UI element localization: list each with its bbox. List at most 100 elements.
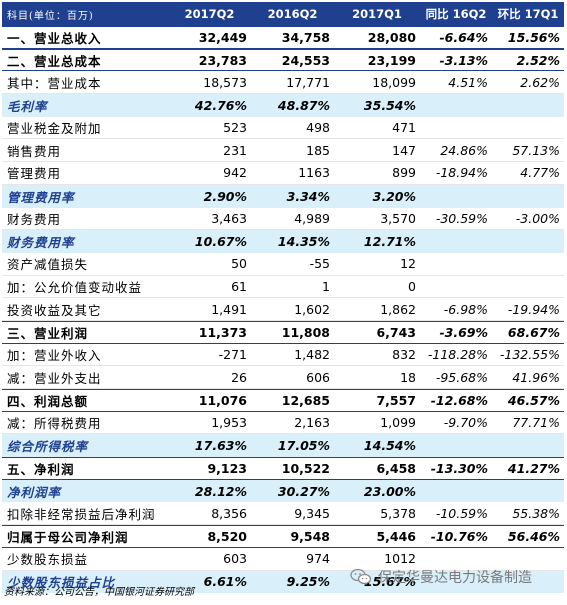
row-label: 归属于母公司净利润 — [7, 529, 129, 545]
header-qoq: 环比 17Q1 — [497, 7, 559, 21]
value-2017q1: 12.71% — [363, 234, 416, 250]
value-qoq: 57.13% — [512, 142, 560, 158]
value-2016q2: 48.87% — [277, 97, 330, 113]
row-label: 减：所得税费用 — [7, 416, 102, 432]
row-label: 三、营业利润 — [7, 325, 89, 341]
table-row: 财务费用 3,463 4,989 3,570 -30.59% -3.00% — [2, 208, 564, 231]
value-yoy: 4.51% — [448, 74, 488, 90]
value-yoy: -6.64% — [439, 29, 488, 45]
value-qoq: 77.71% — [512, 415, 560, 431]
value-2017q1: 5,446 — [376, 528, 416, 544]
table-row: 归属于母公司净利润 8,520 9,548 5,446 -10.76% 56.46% — [2, 525, 564, 548]
header-yoy: 同比 16Q2 — [425, 7, 487, 21]
value-2017q1: 35.54% — [363, 97, 416, 113]
value-qoq: -3.00% — [515, 210, 560, 226]
value-yoy: -6.98% — [443, 301, 488, 317]
value-2017q1: 832 — [392, 346, 416, 362]
value-2017q2: 8,520 — [207, 528, 247, 544]
value-2017q1: 0 — [408, 278, 416, 294]
value-2017q1: 18,099 — [372, 74, 416, 90]
value-2016q2: 606 — [306, 369, 330, 385]
value-2017q2: 61 — [231, 278, 247, 294]
table-row: 净利润率 28.12% 30.27% 23.00% — [2, 479, 564, 503]
source-note: 资料来源：公司公告，中国银河证券研究部 — [4, 587, 194, 598]
value-2016q2: 12,685 — [281, 392, 330, 408]
value-2016q2: 185 — [306, 142, 330, 158]
row-label: 加：营业外收入 — [7, 347, 102, 363]
value-2016q2: -55 — [309, 256, 330, 272]
row-label: 投资收益及其它 — [7, 302, 102, 318]
table-body: 一、营业总收入 32,449 34,758 28,080 -6.64% 15.56% 二、营… — [2, 26, 564, 594]
value-2017q2: 50 — [231, 256, 247, 272]
row-label: 营业税金及附加 — [7, 121, 102, 137]
value-2017q2: 11,076 — [198, 392, 247, 408]
row-label: 毛利率 — [7, 98, 48, 114]
wechat-icon — [350, 568, 372, 585]
value-2017q1: 28,080 — [367, 29, 416, 45]
table-row: 营业税金及附加 523 498 471 — [2, 117, 564, 140]
table-row: 三、营业利润 11,373 11,808 6,743 -3.69% 68.67% — [2, 320, 564, 344]
value-2017q2: 23,783 — [198, 52, 247, 68]
header-2017q1: 2017Q1 — [352, 7, 402, 21]
value-2017q2: 11,373 — [198, 324, 247, 340]
row-label: 一、营业总收入 — [7, 30, 102, 46]
value-2016q2: 2,163 — [294, 415, 330, 431]
value-2017q1: 1,099 — [380, 415, 416, 431]
value-qoq: -19.94% — [507, 301, 560, 317]
value-2017q2: 231 — [223, 142, 247, 158]
table-row: 资产减值损失 50 -55 12 — [2, 253, 564, 276]
value-2017q1: 7,557 — [376, 392, 416, 408]
table-row: 四、利润总额 11,076 12,685 7,557 -12.68% 46.57% — [2, 389, 564, 412]
value-yoy: -95.68% — [435, 369, 488, 385]
value-2017q1: 1012 — [384, 551, 416, 567]
value-2017q2: 28.12% — [194, 483, 247, 499]
value-2017q2: 42.76% — [194, 97, 247, 113]
value-2017q1: 12 — [400, 256, 416, 272]
value-qoq: 2.62% — [520, 74, 560, 90]
value-2017q2: 3,463 — [211, 210, 247, 226]
value-yoy: -18.94% — [435, 165, 488, 181]
value-qoq: 68.67% — [507, 324, 560, 340]
row-label: 少数股东损益 — [7, 552, 89, 568]
table-row: 其中：营业成本 18,573 17,771 18,099 4.51% 2.62% — [2, 71, 564, 95]
value-qoq: 55.38% — [512, 505, 560, 521]
table-row: 毛利率 42.76% 48.87% 35.54% — [2, 94, 564, 117]
table-row: 减：所得税费用 1,953 2,163 1,099 -9.70% 77.71% — [2, 412, 564, 435]
value-qoq: 41.96% — [512, 369, 560, 385]
watermark-text: 保定华曼达电力设备制造 — [378, 570, 532, 586]
value-2016q2: 1,602 — [294, 301, 330, 317]
table-row: 少数股东损益 603 974 1012 — [2, 548, 564, 571]
value-2017q1: 471 — [392, 120, 416, 136]
value-2016q2: 1163 — [298, 165, 330, 181]
table-header: 科目(单位：百万) 2017Q2 2016Q2 2017Q1 同比 16Q2 环… — [2, 2, 564, 26]
value-2017q2: 603 — [223, 551, 247, 567]
row-label: 销售费用 — [7, 143, 62, 159]
value-2017q1: 23,199 — [367, 52, 416, 68]
value-2016q2: 9,345 — [294, 505, 330, 521]
value-2017q1: 15.67% — [363, 574, 416, 590]
value-2017q1: 1,862 — [380, 301, 416, 317]
value-yoy: -12.68% — [430, 392, 488, 408]
row-label: 扣除非经常损益后净利润 — [7, 506, 156, 522]
value-2017q1: 23.00% — [363, 483, 416, 499]
value-yoy: 24.86% — [440, 142, 488, 158]
value-2016q2: 30.27% — [277, 483, 330, 499]
value-2016q2: 9.25% — [286, 574, 330, 590]
header-item: 科目(单位：百万) — [7, 10, 94, 22]
value-2016q2: 34,758 — [281, 29, 330, 45]
table-row: 投资收益及其它 1,491 1,602 1,862 -6.98% -19.94% — [2, 298, 564, 321]
value-2017q2: 26 — [231, 369, 247, 385]
row-label: 五、净利润 — [7, 461, 75, 477]
income-statement-table: 科目(单位：百万) 2017Q2 2016Q2 2017Q1 同比 16Q2 环… — [2, 2, 564, 594]
table-row: 二、营业总成本 23,783 24,553 23,199 -3.13% 2.52% — [2, 48, 564, 72]
value-qoq: 56.46% — [507, 528, 560, 544]
value-2017q1: 5,378 — [380, 505, 416, 521]
table-row: 加：营业外收入 -271 1,482 832 -118.28% -132.55% — [2, 344, 564, 367]
value-qoq: 4.77% — [520, 165, 560, 181]
row-label: 减：营业外支出 — [7, 370, 102, 386]
value-2017q2: 32,449 — [198, 29, 247, 45]
value-2017q2: 18,573 — [203, 74, 247, 90]
row-label: 财务费用率 — [7, 235, 75, 251]
value-2016q2: 14.35% — [277, 234, 330, 250]
value-yoy: -30.59% — [435, 210, 488, 226]
